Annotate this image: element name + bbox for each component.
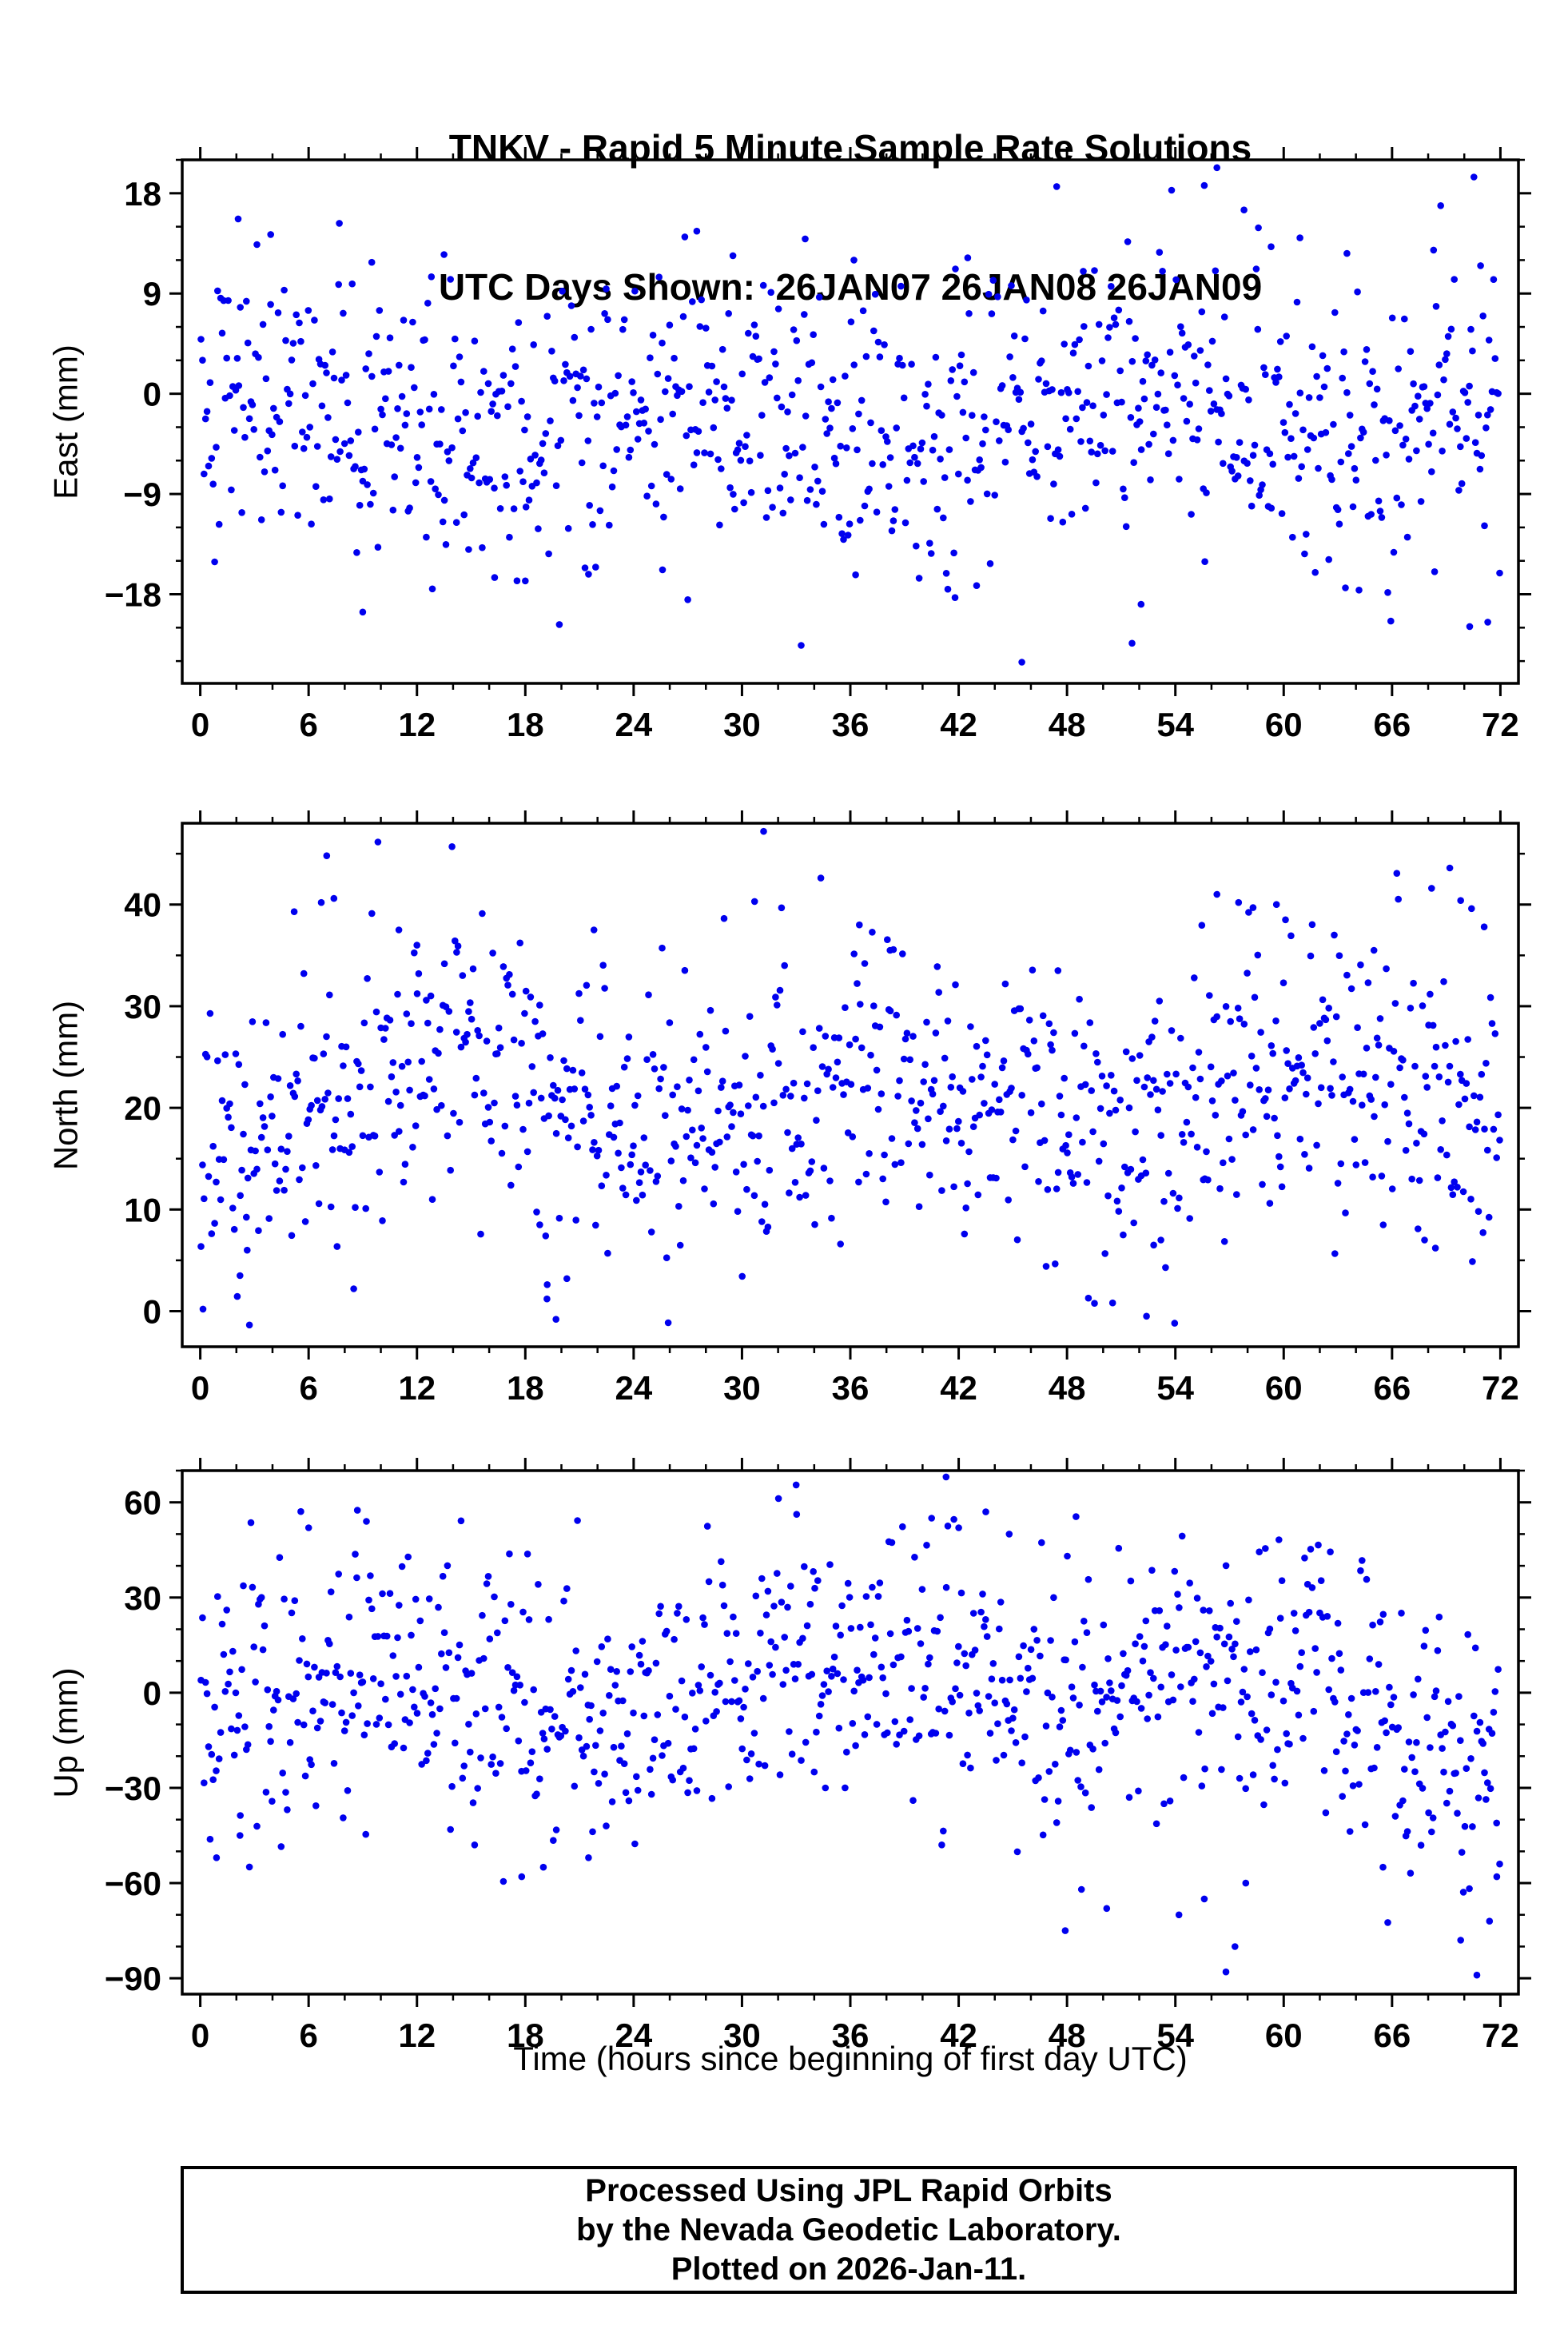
- svg-text:0: 0: [191, 1369, 209, 1407]
- svg-text:72: 72: [1482, 706, 1519, 743]
- svg-text:24: 24: [615, 1369, 653, 1407]
- svg-text:−30: −30: [105, 1770, 161, 1807]
- svg-text:30: 30: [723, 706, 761, 743]
- svg-text:6: 6: [299, 2017, 317, 2054]
- svg-text:30: 30: [124, 1579, 161, 1617]
- y-axis-label-east: East (mm): [46, 344, 85, 500]
- svg-text:30: 30: [124, 988, 161, 1025]
- plot-title-line1: TNKV - Rapid 5 Minute Sample Rate Soluti…: [448, 127, 1252, 169]
- svg-text:42: 42: [940, 706, 977, 743]
- svg-text:72: 72: [1482, 2017, 1519, 2054]
- svg-text:6: 6: [299, 1369, 317, 1407]
- footer-line2: by the Nevada Geodetic Laboratory.: [576, 2212, 1121, 2247]
- svg-text:30: 30: [723, 1369, 761, 1407]
- plot-title: TNKV - Rapid 5 Minute Sample Rate Soluti…: [182, 32, 1518, 403]
- svg-text:24: 24: [615, 706, 653, 743]
- svg-text:48: 48: [1049, 2017, 1086, 2054]
- svg-text:20: 20: [124, 1089, 161, 1127]
- y-axis-label-up: Up (mm): [46, 1667, 85, 1798]
- svg-text:6: 6: [299, 706, 317, 743]
- svg-text:−90: −90: [105, 1960, 161, 1997]
- footer-line1: Processed Using JPL Rapid Orbits: [585, 2172, 1112, 2208]
- svg-text:72: 72: [1482, 1369, 1519, 1407]
- svg-text:42: 42: [940, 2017, 977, 2054]
- footer-line3: Plotted on 2026-Jan-11.: [671, 2251, 1027, 2287]
- svg-text:40: 40: [124, 886, 161, 924]
- svg-text:60: 60: [1265, 706, 1303, 743]
- svg-text:36: 36: [832, 1369, 870, 1407]
- svg-text:−18: −18: [105, 576, 161, 614]
- svg-text:18: 18: [507, 1369, 544, 1407]
- svg-text:12: 12: [398, 2017, 436, 2054]
- svg-text:30: 30: [723, 2017, 761, 2054]
- svg-text:66: 66: [1373, 2017, 1411, 2054]
- svg-text:18: 18: [124, 175, 161, 213]
- svg-text:36: 36: [832, 706, 870, 743]
- svg-text:42: 42: [940, 1369, 977, 1407]
- svg-text:12: 12: [398, 706, 436, 743]
- svg-text:54: 54: [1156, 1369, 1194, 1407]
- svg-text:−60: −60: [105, 1865, 161, 1902]
- svg-text:18: 18: [507, 2017, 544, 2054]
- svg-text:0: 0: [191, 706, 209, 743]
- svg-text:0: 0: [143, 1292, 161, 1330]
- x-axis-label: Time (hours since beginning of first day…: [513, 2040, 1188, 2077]
- svg-text:36: 36: [832, 2017, 870, 2054]
- svg-text:−9: −9: [123, 476, 161, 513]
- svg-text:48: 48: [1049, 1369, 1086, 1407]
- svg-text:0: 0: [143, 1674, 161, 1712]
- svg-text:12: 12: [398, 1369, 436, 1407]
- svg-text:60: 60: [1265, 1369, 1303, 1407]
- svg-text:0: 0: [143, 376, 161, 413]
- svg-text:66: 66: [1373, 1369, 1411, 1407]
- plot-title-line2: UTC Days Shown: 26JAN07 26JAN08 26JAN09: [438, 266, 1263, 308]
- svg-text:60: 60: [1265, 2017, 1303, 2054]
- svg-text:66: 66: [1373, 706, 1411, 743]
- y-axis-label-north: North (mm): [46, 1000, 85, 1171]
- svg-text:48: 48: [1049, 706, 1086, 743]
- svg-text:0: 0: [191, 2017, 209, 2054]
- svg-text:24: 24: [615, 2017, 653, 2054]
- svg-text:54: 54: [1156, 706, 1194, 743]
- svg-text:18: 18: [507, 706, 544, 743]
- svg-text:60: 60: [124, 1484, 161, 1522]
- svg-text:54: 54: [1156, 2017, 1194, 2054]
- footer-box: Processed Using JPL Rapid Orbits by the …: [181, 2166, 1517, 2294]
- svg-text:9: 9: [143, 275, 161, 313]
- svg-text:10: 10: [124, 1191, 161, 1228]
